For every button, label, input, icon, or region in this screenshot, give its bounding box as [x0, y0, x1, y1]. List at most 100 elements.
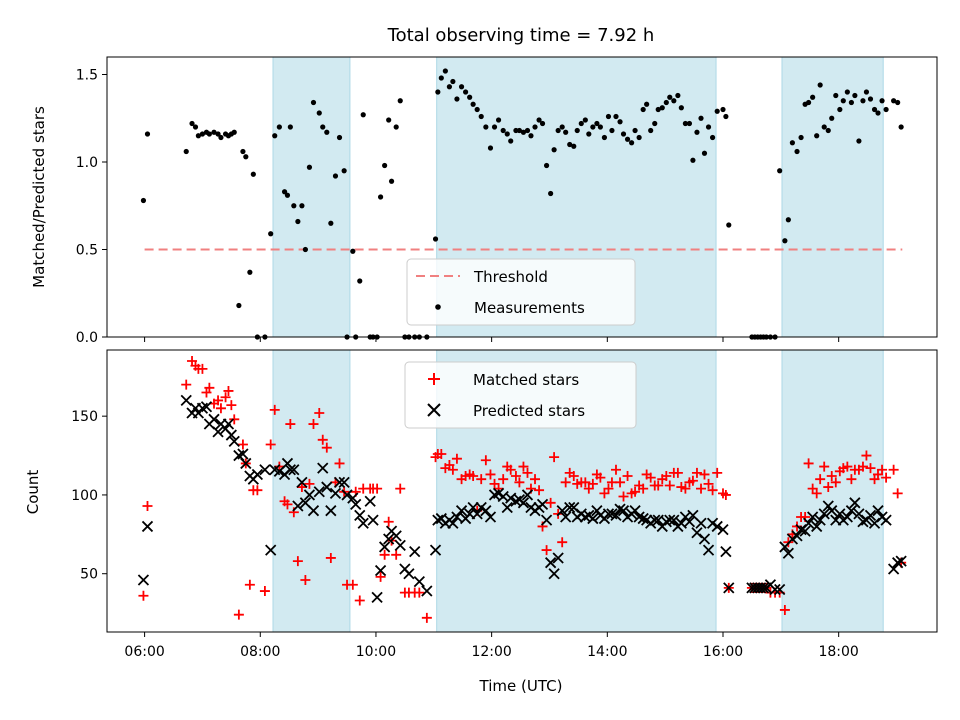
predicted-star-point [208, 413, 220, 425]
predicted-star-point [265, 544, 277, 556]
measurement-point [640, 106, 646, 113]
matched-star-point [237, 439, 248, 450]
matched-star-point [317, 434, 328, 445]
measurement-point [590, 124, 596, 130]
matched-star-point [308, 419, 319, 430]
measurement-point [463, 89, 469, 95]
measurement-point [655, 106, 661, 113]
measurement-point [491, 124, 498, 130]
predicted-star-point [240, 457, 252, 470]
measurement-point [789, 140, 796, 146]
matched-star-point [514, 477, 525, 488]
measurement-point [504, 131, 510, 137]
matched-star-point [451, 453, 462, 464]
measurement-point [243, 154, 249, 160]
measurement-point [231, 129, 237, 135]
measurement-point [848, 99, 854, 106]
predicted-star-point [467, 501, 479, 514]
predicted-star-point [367, 514, 379, 526]
measurement-point [450, 78, 456, 85]
measurement-point [295, 218, 301, 225]
measurement-point [470, 101, 476, 107]
matched-star-point [881, 472, 892, 483]
matched-star-point [213, 395, 224, 406]
predicted-stars-series [137, 394, 907, 603]
matched-star-point [395, 483, 406, 494]
measurement-point [597, 124, 603, 130]
measurement-point [446, 84, 453, 90]
predicted-star-point [564, 501, 576, 514]
measurement-point [563, 129, 569, 135]
measurement-point [833, 92, 839, 99]
matched-star-point [480, 455, 491, 466]
count-panel: 06:00 08:00 10:00 12:00 14:00 16:00 18:00 50 10… [24, 349, 938, 695]
legend-measurements-label: Measurements [474, 299, 585, 317]
predicted-star-point [782, 547, 794, 559]
predicted-star-point [480, 505, 492, 517]
measurement-point [694, 129, 700, 135]
measurement-point [291, 203, 297, 209]
predicted-star-point [826, 505, 838, 517]
measurement-point [663, 99, 669, 106]
measurement-point [624, 136, 631, 142]
measurement-point [458, 84, 465, 90]
predicted-star-point [354, 509, 366, 522]
matched-star-point [421, 612, 432, 623]
matched-star-point [580, 477, 591, 488]
legend-threshold-label: Threshold [473, 268, 548, 286]
measurement-point [487, 145, 494, 151]
measurement-point [268, 231, 274, 237]
measurement-point [324, 129, 330, 135]
measurement-point [218, 134, 224, 141]
measurement-point [386, 117, 392, 123]
ratio-panel-frame [106, 56, 938, 338]
x-tick-label: 08:00 [240, 644, 280, 660]
predicted-star-point [695, 517, 707, 529]
legend-predicted-label: Predicted stars [473, 402, 585, 420]
predicted-star-point [455, 505, 468, 517]
predicted-star-point [371, 591, 383, 603]
matched-star-point [842, 461, 853, 472]
predicted-star-point [409, 546, 421, 558]
predicted-star-point [698, 533, 711, 545]
measurement-point [644, 101, 650, 107]
measurement-point [377, 194, 384, 200]
matched-star-point [779, 604, 790, 615]
measurement-point [211, 129, 217, 135]
measurement-point [726, 222, 732, 228]
predicted-star-point [872, 505, 884, 517]
measurement-point [551, 147, 557, 153]
measurement-point [620, 131, 627, 137]
predicted-star-point [429, 544, 442, 556]
predicted-star-point [347, 492, 359, 504]
measurement-point [698, 115, 704, 121]
matched-star-point [226, 400, 237, 411]
predicted-star-point [757, 582, 770, 594]
matched-star-point [877, 464, 888, 475]
predicted-star-point [364, 495, 376, 507]
measurement-point [609, 127, 615, 134]
matched-star-point [321, 442, 332, 453]
predicted-star-point [880, 514, 892, 526]
predicted-star-point [251, 468, 264, 481]
predicted-star-point [447, 517, 459, 529]
matched-star-point [314, 408, 325, 419]
x-tick-label: 16:00 [703, 644, 743, 660]
measurement-point [144, 131, 151, 137]
matched-star-point [720, 489, 731, 500]
predicted-star-point [341, 489, 353, 501]
measurement-point [189, 120, 195, 127]
measurement-point [393, 124, 399, 130]
measurement-point [863, 89, 870, 95]
measurement-point [667, 94, 673, 100]
measurement-point [524, 127, 531, 134]
measurement-point [659, 105, 665, 111]
measurement-point [199, 131, 206, 137]
measurement-point [844, 89, 850, 95]
measurement-point [516, 127, 522, 134]
predicted-star-point [834, 508, 846, 520]
matched-star-point [661, 471, 672, 482]
matched-star-point [541, 545, 552, 556]
measurement-point [613, 113, 619, 120]
matched-star-point [304, 478, 315, 489]
